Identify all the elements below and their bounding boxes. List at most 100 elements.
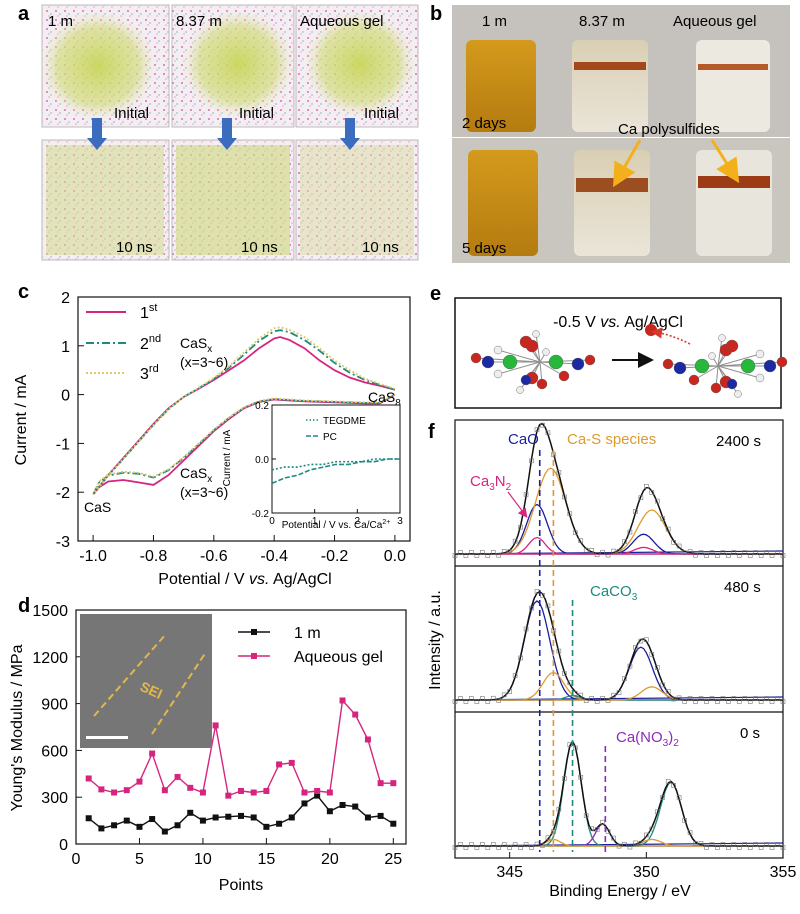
xps-data-point (600, 819, 605, 825)
xps-data-point (583, 698, 589, 703)
xps-data-point (676, 795, 682, 800)
xps-data-point (775, 696, 780, 701)
annotation-cas8: CaS8 (368, 389, 401, 409)
xps-data-point (611, 548, 616, 554)
modulus-point (161, 787, 168, 794)
time-label: 0 s (740, 725, 760, 742)
plot-frame (77, 296, 411, 542)
y-tick-label: -2 (56, 485, 70, 502)
modulus-point (98, 786, 105, 793)
xps-data-point (512, 673, 518, 678)
md-tile-label: 1 m (48, 13, 73, 30)
modulus-point (212, 814, 219, 821)
xps-data-point (589, 548, 594, 553)
xps-data-point (649, 826, 655, 832)
time-label: 480 s (724, 579, 761, 596)
plot-frame (454, 419, 784, 859)
xps-data-point (622, 539, 627, 544)
xps-data-point (529, 845, 534, 850)
y-tick-label: 1 (61, 339, 70, 356)
xps-data-point (633, 840, 638, 846)
xps-data-point (780, 553, 786, 558)
xps-data-point (622, 676, 627, 681)
cv-series-3rd (92, 326, 396, 496)
time-label: 2 days (462, 115, 506, 132)
modulus-point (377, 780, 384, 787)
x-tick-label: -1.0 (79, 548, 107, 565)
md-tile-state: Initial (364, 105, 399, 122)
axes: 0 300 600 900 1200 1500 0 5 10 15 20 25 (32, 603, 402, 868)
x-tick-label: 355 (770, 864, 797, 881)
xps-data-point (649, 490, 655, 495)
xps-data-point (600, 549, 605, 555)
xps-data-point (496, 845, 502, 850)
xps-data-point (671, 540, 676, 545)
xps-data-point (463, 845, 469, 850)
md-tile-label: Aqueous gel (300, 13, 383, 30)
y-axis-label: Intensity / a.u. (427, 590, 444, 690)
series (85, 697, 397, 835)
y-tick-label: 0 (59, 837, 68, 854)
atom (688, 374, 700, 386)
x-tick-label: 15 (257, 851, 275, 868)
xps-data-point (764, 842, 769, 847)
xps-data-point (523, 842, 529, 847)
inset-x-tick-label: 0 (269, 516, 275, 527)
inset-legend-entry: PC (323, 432, 337, 443)
modulus-point (250, 814, 257, 821)
modulus-legend: 1 m Aqueous gel (238, 625, 383, 666)
tem-inset: SEI (80, 614, 212, 748)
xps-data-point (758, 553, 764, 558)
xps-data-point (463, 553, 469, 558)
annotation-casx: CaSx (180, 465, 212, 485)
modulus-plot: 0 300 600 900 1200 1500 0 5 10 15 20 25 Young's Mod… (9, 603, 407, 894)
xps-data-point (512, 538, 518, 544)
atom (662, 358, 674, 370)
vial-837m-5days (574, 150, 650, 256)
modulus-point (276, 761, 283, 768)
xps-data-point (747, 553, 753, 558)
modulus-point (174, 773, 181, 780)
modulus-point (225, 792, 232, 799)
inset-x-tick-label: 1 (312, 516, 318, 527)
inset-x-tick-label: 3 (397, 516, 403, 527)
modulus-point (161, 828, 168, 835)
atom (516, 386, 524, 394)
modulus-point (225, 813, 232, 820)
legend-marker (251, 653, 257, 659)
xps-data-point (469, 550, 474, 555)
xps-data-point (627, 529, 633, 535)
xps-data-point (633, 645, 638, 650)
md-tile: 8.37 m Initial (171, 4, 295, 128)
xps-data-point (742, 696, 748, 701)
modulus-point (276, 820, 283, 827)
xps-data-point (474, 699, 480, 704)
vial-gel-5days (696, 150, 772, 256)
inset-y-tick-label: 0.2 (255, 401, 269, 412)
annotation-arrow-icon (507, 491, 528, 518)
modulus-point (111, 822, 118, 829)
vial-label: 1 m (482, 13, 507, 30)
xps-data-point (480, 842, 485, 847)
atom (718, 334, 726, 342)
xps-data-point (742, 550, 748, 555)
xps-data-point (660, 795, 666, 800)
xps-data-point (518, 655, 523, 661)
legend-entry: 2nd (140, 333, 161, 353)
xps-data-point (687, 696, 693, 701)
xps-data-point (529, 458, 534, 464)
xps-data-point (518, 845, 523, 850)
y-axis: -3 -2 -1 0 1 2 (56, 290, 84, 551)
xps-data-point (578, 774, 584, 780)
xps-data-point (523, 626, 529, 632)
xps-plot: 345 350 355 Intensity / a.u. Binding Energ… (427, 419, 797, 900)
down-arrow-icon (87, 118, 107, 150)
solvent-cluster (40, 11, 156, 121)
down-arrow-icon (217, 118, 237, 150)
xps-data-point (775, 550, 780, 555)
atom (558, 370, 570, 382)
xps-data-point (693, 552, 698, 558)
modulus-point (149, 750, 156, 757)
atom (493, 369, 503, 379)
xps-data-point (529, 605, 534, 611)
